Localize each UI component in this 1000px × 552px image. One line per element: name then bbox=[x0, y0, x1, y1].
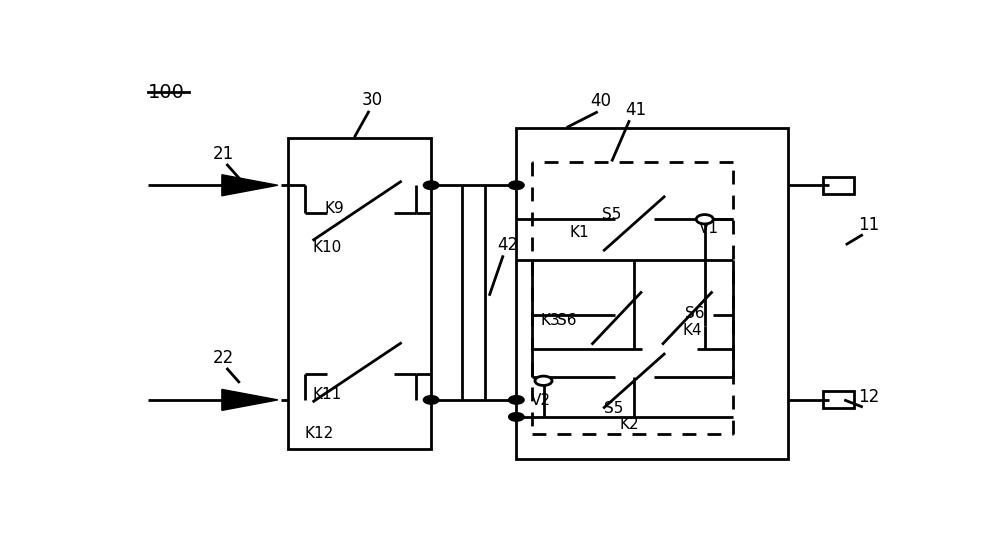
Circle shape bbox=[423, 396, 439, 404]
Text: 22: 22 bbox=[213, 349, 234, 367]
Text: S5: S5 bbox=[604, 401, 623, 416]
Text: K10: K10 bbox=[313, 240, 342, 256]
Polygon shape bbox=[222, 389, 278, 410]
Bar bbox=[288, 139, 431, 449]
Text: K12: K12 bbox=[304, 426, 333, 441]
Bar bbox=[516, 128, 788, 459]
Text: V1: V1 bbox=[698, 221, 718, 236]
Bar bbox=[822, 177, 854, 194]
Circle shape bbox=[509, 396, 524, 404]
Text: 12: 12 bbox=[858, 388, 879, 406]
Text: K4: K4 bbox=[683, 323, 703, 338]
Text: 30: 30 bbox=[361, 91, 382, 109]
Bar bbox=[822, 391, 854, 408]
Circle shape bbox=[509, 181, 524, 189]
Text: K9: K9 bbox=[325, 201, 345, 216]
Text: K1: K1 bbox=[570, 225, 589, 240]
Circle shape bbox=[509, 413, 524, 421]
Text: S5: S5 bbox=[602, 207, 621, 222]
Text: K11: K11 bbox=[313, 387, 342, 402]
Text: S6: S6 bbox=[685, 306, 704, 321]
Text: V2: V2 bbox=[531, 394, 551, 408]
Text: 21: 21 bbox=[213, 145, 234, 163]
Text: S6: S6 bbox=[557, 312, 576, 328]
Text: 100: 100 bbox=[148, 83, 185, 102]
Text: 42: 42 bbox=[497, 236, 518, 254]
Text: 40: 40 bbox=[590, 92, 611, 110]
Text: K2: K2 bbox=[619, 417, 639, 432]
Circle shape bbox=[696, 215, 713, 224]
Text: K3: K3 bbox=[540, 312, 560, 328]
Circle shape bbox=[535, 376, 552, 385]
Polygon shape bbox=[222, 175, 278, 196]
Text: 11: 11 bbox=[858, 216, 879, 233]
Text: 41: 41 bbox=[625, 101, 646, 119]
Circle shape bbox=[423, 181, 439, 189]
